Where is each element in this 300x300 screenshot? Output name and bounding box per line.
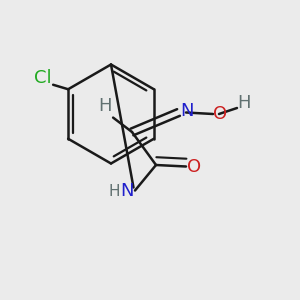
Text: H: H [98,98,112,116]
Text: N: N [121,182,134,200]
Text: H: H [237,94,251,112]
Text: N: N [180,102,194,120]
Text: H: H [108,184,120,200]
Text: O: O [187,158,201,175]
Text: Cl: Cl [34,69,52,87]
Text: O: O [212,105,227,123]
